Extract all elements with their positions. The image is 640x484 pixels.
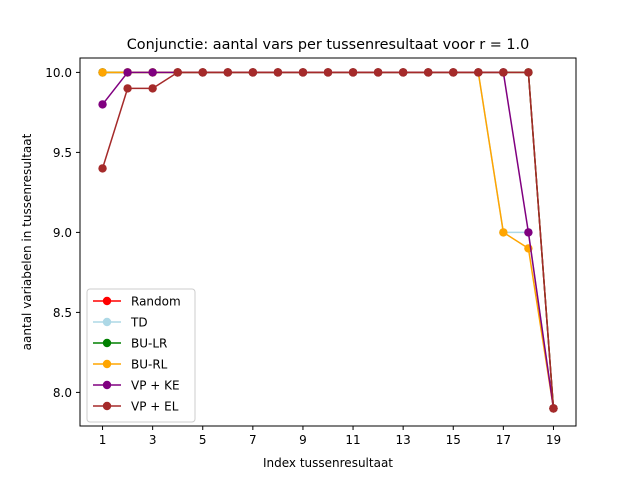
legend-marker: [102, 401, 112, 411]
y-axis-label: aantal variabelen in tussenresultaat: [20, 133, 34, 350]
legend-item-td: TD: [93, 315, 148, 329]
data-point-vp-el: [449, 68, 458, 77]
y-tick-label: 10.0: [45, 66, 72, 80]
x-tick-label: 19: [546, 433, 561, 447]
data-point-vp-el: [198, 68, 207, 77]
x-tick-label: 11: [345, 433, 360, 447]
legend-item-bu-rl: BU-RL: [93, 357, 168, 371]
data-point-vp-el: [398, 68, 408, 77]
x-tick-label: 7: [249, 433, 257, 447]
plot-area: 1 3 5 7 9 11 13 15 17 198.08.59.09.510.0: [45, 57, 577, 447]
x-tick-label: 17: [496, 433, 511, 447]
x-tick-label: 3: [149, 433, 157, 447]
data-point-vp-el: [98, 164, 107, 173]
data-point-vp-el: [173, 68, 182, 77]
data-point-vp-el: [348, 68, 358, 77]
axes-frame: [79, 57, 577, 427]
data-point-vp-el: [424, 68, 433, 77]
data-point-vp-el: [273, 68, 283, 77]
legend-item-random: Random: [93, 294, 181, 308]
data-point-vp-ke: [123, 68, 132, 77]
data-point-vp-el: [148, 84, 157, 93]
data-point-vp-el: [549, 404, 558, 413]
x-tick-label: 15: [446, 433, 461, 447]
data-point-vp-el: [298, 68, 308, 77]
legend-item-vp-ke: VP + KE: [93, 378, 180, 392]
y-tick-label: 8.5: [53, 306, 72, 320]
data-point-vp-el: [223, 68, 232, 77]
data-point-bu-rl: [499, 228, 508, 237]
legend-label: Random: [131, 294, 181, 308]
data-point-vp-el: [248, 68, 258, 77]
data-point-bu-rl: [98, 68, 107, 77]
y-tick-label: 9.0: [53, 226, 72, 240]
legend-label: VP + EL: [131, 399, 179, 413]
legend-label: VP + KE: [131, 378, 180, 392]
legend: Random TD BU-LR BU-RL VP + KE VP + EL: [86, 288, 196, 423]
x-tick-label: 5: [199, 433, 207, 447]
legend-marker: [102, 380, 112, 390]
data-point-vp-ke: [148, 68, 157, 77]
data-point-vp-el: [474, 68, 483, 77]
data-point-vp-ke: [98, 100, 107, 109]
data-point-vp-el: [499, 68, 508, 77]
chart-title: Conjunctie: aantal vars per tussenresult…: [127, 37, 530, 53]
data-point-vp-ke: [524, 228, 533, 237]
y-tick-label: 8.0: [53, 386, 72, 400]
legend-item-vp-el: VP + EL: [93, 399, 179, 413]
legend-marker: [102, 317, 112, 327]
legend-label: BU-RL: [131, 357, 168, 371]
x-tick-label: 1: [99, 433, 107, 447]
legend-marker: [102, 296, 112, 306]
series-vp-el: [98, 68, 558, 413]
x-tick-label: 13: [396, 433, 411, 447]
data-point-vp-el: [323, 68, 333, 77]
legend-item-bu-lr: BU-LR: [93, 336, 167, 350]
legend-marker: [102, 359, 112, 369]
x-tick-label: 9: [299, 433, 307, 447]
legend-marker: [102, 338, 112, 348]
y-tick-label: 9.5: [53, 146, 72, 160]
x-axis-label: Index tussenresultaat: [263, 456, 393, 470]
legend-label: TD: [130, 315, 148, 329]
data-point-vp-el: [524, 68, 533, 77]
legend-label: BU-LR: [131, 336, 167, 350]
data-point-vp-el: [373, 68, 383, 77]
data-point-vp-el: [123, 84, 132, 93]
